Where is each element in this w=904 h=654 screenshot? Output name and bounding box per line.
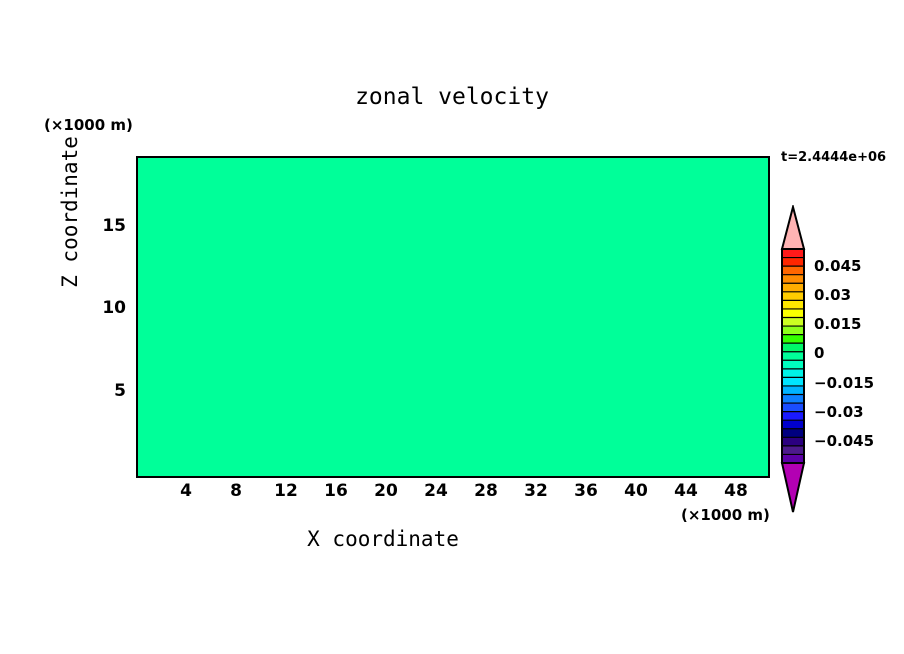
colorbar: 0.045 0.03 0.015 0 −0.015 −0.03 −0.045 [778,205,874,515]
y-tick-label: 5 [114,381,126,402]
colorbar-tick-label: −0.045 [814,431,875,450]
x-tick-label: 4 [180,481,192,501]
x-tick-label: 8 [230,481,242,501]
colorbar-swatches [780,205,806,513]
colorbar-tick-label: 0.03 [814,286,852,305]
x-axis-title: X coordinate [307,527,459,551]
y-axis-unit-label: (×1000 m) [44,116,133,134]
y-tick-label: 10 [102,298,126,319]
x-tick-label: 28 [474,481,498,501]
x-tick-label: 48 [724,481,748,501]
x-tick-label: 36 [574,481,598,501]
x-tick-label: 20 [374,481,398,501]
time-annotation: t=2.4444e+06 [781,150,887,165]
plot-area [136,156,770,478]
colorbar-tick-label: 0.045 [814,257,862,276]
x-tick-label: 24 [424,481,448,501]
x-tick-label: 32 [524,481,548,501]
colorbar-tick-label: 0 [814,344,825,363]
x-tick-label: 12 [274,481,298,501]
colorbar-tick-label: −0.015 [814,373,875,392]
x-tick-label: 16 [324,481,348,501]
y-axis-title: Z coordinate [58,136,82,288]
y-tick-label: 15 [102,215,126,236]
contour-field [138,158,768,476]
colorbar-tick-label: 0.015 [814,315,862,334]
colorbar-tick-label: −0.03 [814,402,864,421]
x-axis-unit-label: (×1000 m) [681,506,770,524]
chart-title: zonal velocity [355,84,549,110]
x-tick-label: 44 [674,481,698,501]
x-tick-label: 40 [624,481,648,501]
